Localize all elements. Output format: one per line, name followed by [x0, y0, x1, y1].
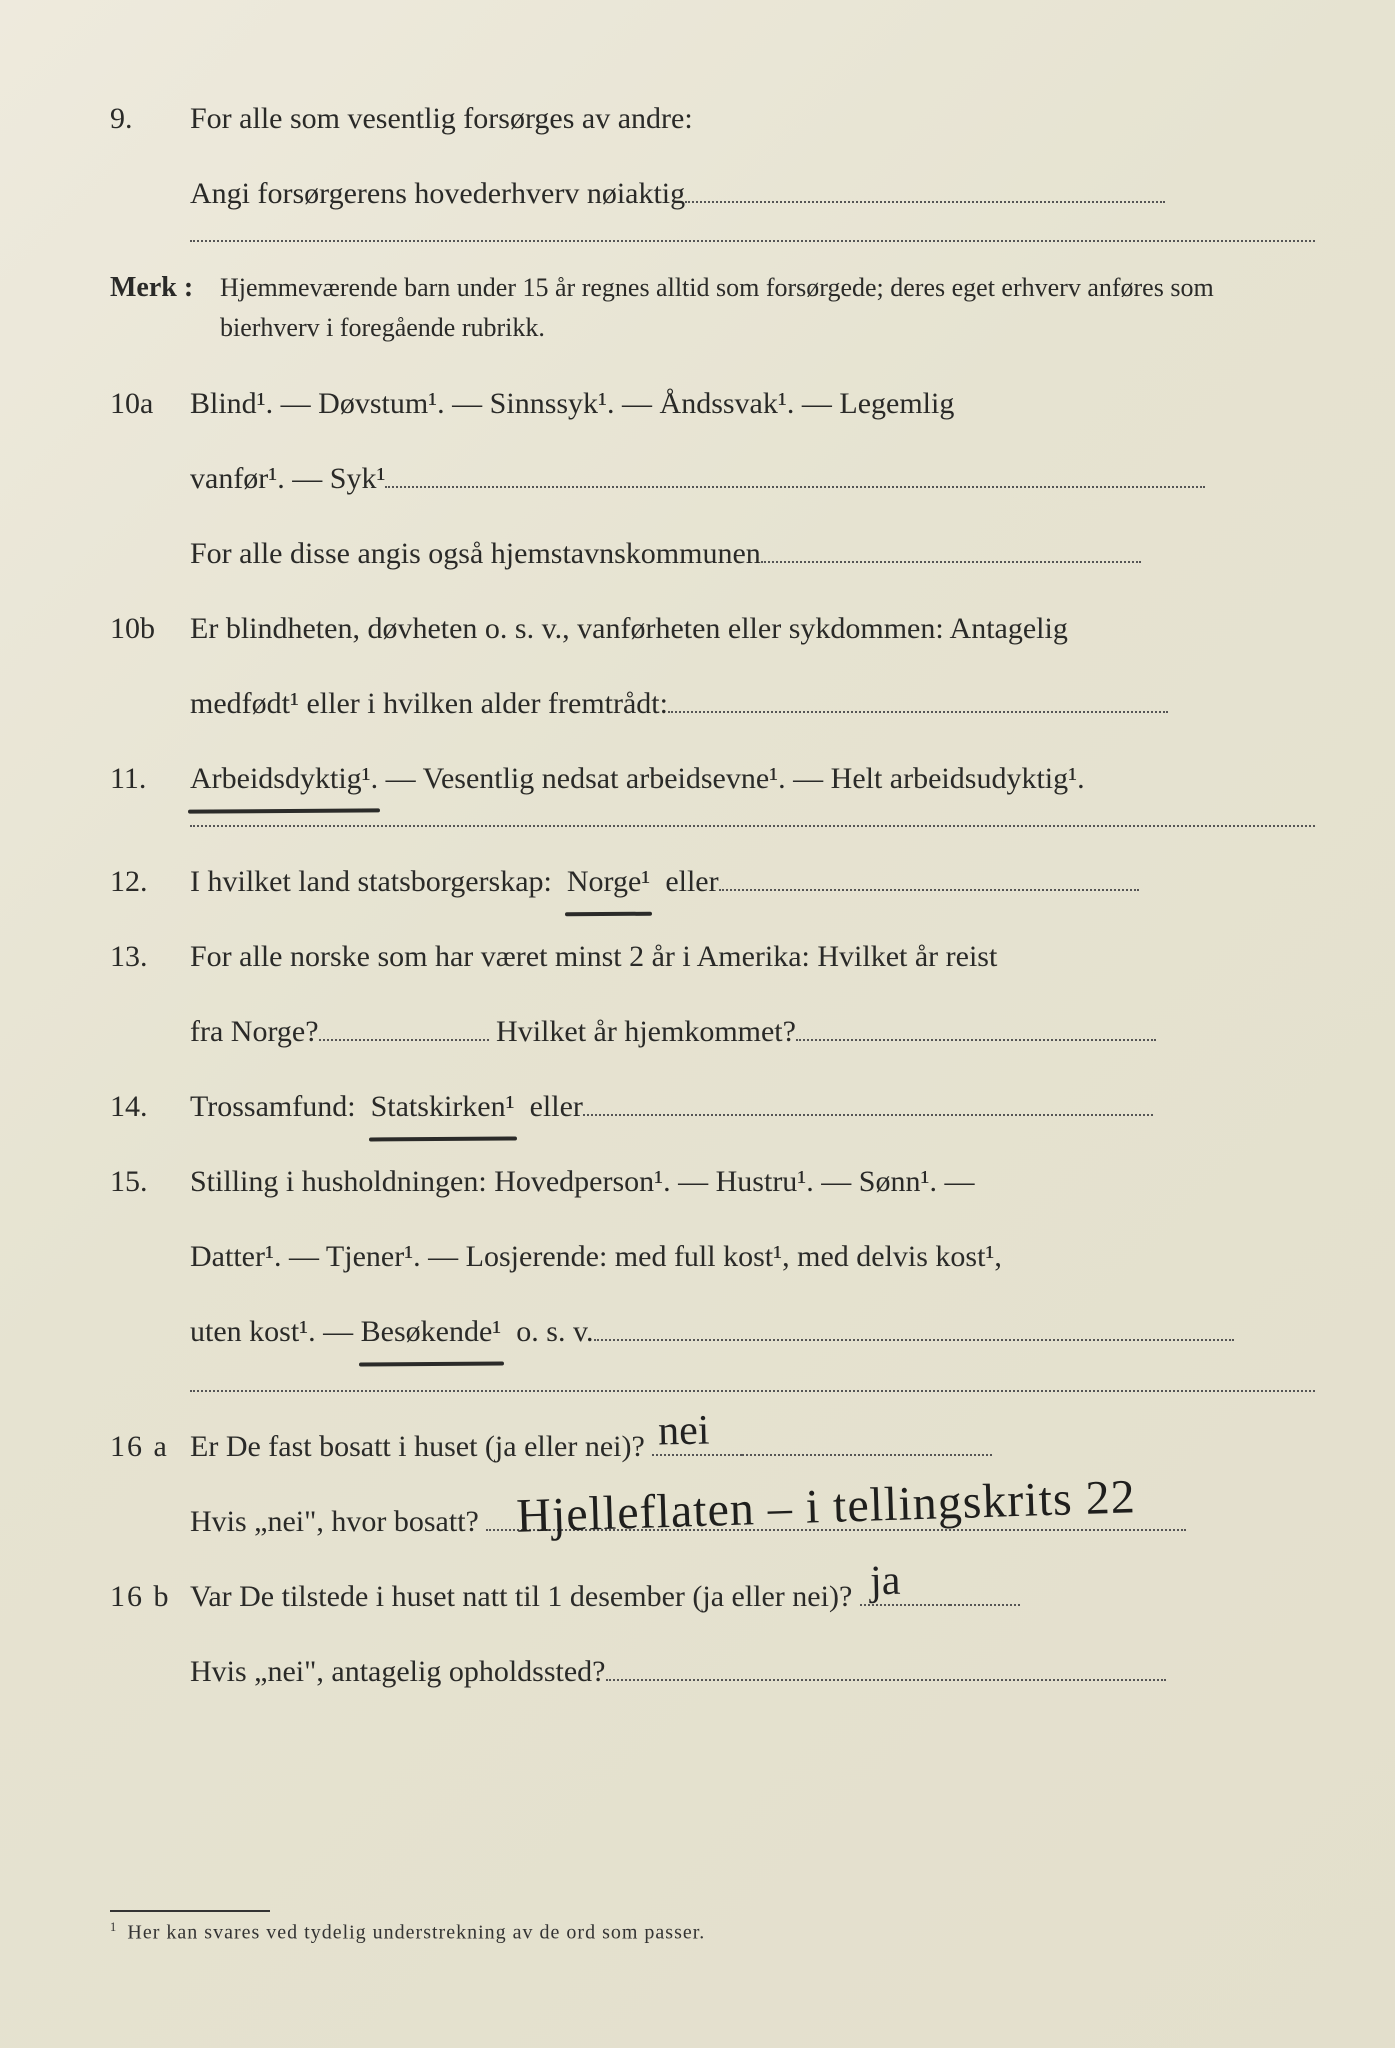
q16a-q2: Hvis „nei", hvor bosatt?: [190, 1505, 479, 1538]
census-form-page: 9. For alle som vesentlig forsørges av a…: [0, 0, 1395, 2048]
note-label: Merk :: [110, 272, 220, 304]
footnote: 1 Her kan svares ved tydelig understrekn…: [110, 1920, 1315, 1945]
q13-line1: For alle norske som har været minst 2 år…: [190, 928, 1315, 985]
q11-selected: Arbeidsdyktig¹.: [190, 750, 378, 807]
q16a-q1: Er De fast bosatt i huset (ja eller nei)…: [190, 1430, 645, 1463]
q15-line3: uten kost¹. — Besøkende¹ o. s. v.: [190, 1303, 1315, 1360]
q13-line2a: fra Norge?: [190, 1015, 319, 1048]
q16a-number: 16 a: [110, 1430, 190, 1464]
q10a-row: 10a Blind¹. — Døvstum¹. — Sinnssyk¹. — Å…: [110, 375, 1315, 432]
q15-line3a: uten kost¹. —: [190, 1315, 353, 1348]
q9-line2: Angi forsørgerens hovederhverv nøiaktig: [190, 165, 1315, 222]
q12-row: 12. I hvilket land statsborgerskap: Norg…: [110, 853, 1315, 910]
q15-fill: [594, 1307, 1234, 1341]
q12-text-b: eller: [665, 865, 718, 898]
q16b-ans1: ja: [869, 1542, 901, 1622]
q14-fill: [583, 1082, 1153, 1116]
q16a-ans2: Hjelleflaten – i tellingskrits 22: [515, 1451, 1137, 1562]
q9-line1: For alle som vesentlig forsørges av andr…: [190, 90, 1315, 147]
q10a-fill1: [385, 454, 1205, 488]
q14-opt: Statskirken¹: [371, 1090, 515, 1123]
q12-text-a: I hvilket land statsborgerskap:: [190, 865, 552, 898]
q11-mid: — Vesentlig nedsat arbeidsevne¹. — Helt …: [386, 762, 1085, 795]
q15-line2: Datter¹. — Tjener¹. — Losjerende: med fu…: [190, 1228, 1315, 1285]
q10a-number: 10a: [110, 387, 190, 421]
q11-body: Arbeidsdyktig¹. — Vesentlig nedsat arbei…: [190, 750, 1315, 807]
q16a-ans1-wrap: nei: [652, 1422, 742, 1456]
q14-row: 14. Trossamfund: Statskirken¹ eller: [110, 1078, 1315, 1135]
section-rule-2: [190, 825, 1315, 827]
q14-body: Trossamfund: Statskirken¹ eller: [190, 1078, 1315, 1135]
q15-line1: Stilling i husholdningen: Hovedperson¹. …: [190, 1153, 1315, 1210]
q10b-line1: Er blindheten, døvheten o. s. v., vanfør…: [190, 600, 1315, 657]
q12-body: I hvilket land statsborgerskap: Norge¹ e…: [190, 853, 1315, 910]
q16a-fill1b: [742, 1422, 992, 1456]
section-rule-3: [190, 1390, 1315, 1392]
q10a-line3-text: For alle disse angis også hjemstavnskomm…: [190, 537, 761, 570]
q11-row: 11. Arbeidsdyktig¹. — Vesentlig nedsat a…: [110, 750, 1315, 807]
footnote-marker: 1: [110, 1920, 117, 1934]
q16b-line2: Hvis „nei", antagelig opholdssted?: [190, 1643, 1315, 1700]
q16a-ans1: nei: [658, 1392, 711, 1473]
section-rule-1: [190, 240, 1315, 242]
q15-number: 15.: [110, 1165, 190, 1199]
q16b-ans1-wrap: ja: [860, 1572, 950, 1606]
q16a-ans2-wrap: Hjelleflaten – i tellingskrits 22: [486, 1497, 1186, 1531]
q16b-fill1b: [950, 1572, 1020, 1606]
q9-line2-text: Angi forsørgerens hovederhverv nøiaktig: [190, 177, 685, 210]
footnote-text: Her kan svares ved tydelig understreknin…: [127, 1921, 705, 1943]
q12-opt-norge: Norge¹: [567, 865, 650, 898]
q10b-fill: [668, 679, 1168, 713]
q10a-line2-text: vanfør¹. — Syk¹: [190, 462, 385, 495]
q14-number: 14.: [110, 1090, 190, 1124]
q10b-row: 10b Er blindheten, døvheten o. s. v., va…: [110, 600, 1315, 657]
q16b-q1: Var De tilstede i huset natt til 1 desem…: [190, 1580, 852, 1613]
q15-opt-besok: Besøkende¹: [361, 1315, 502, 1348]
q16b-number: 16 b: [110, 1580, 190, 1614]
note-row: Merk : Hjemmeværende barn under 15 år re…: [110, 268, 1315, 349]
q10a-line2: vanfør¹. — Syk¹: [190, 450, 1315, 507]
q16a-line2: Hvis „nei", hvor bosatt? Hjelleflaten – …: [190, 1493, 1315, 1550]
q13-line2b: Hvilket år hjemkommet?: [496, 1015, 796, 1048]
q13-fill2: [796, 1007, 1156, 1041]
q14-text-b: eller: [530, 1090, 583, 1123]
q12-selected: Norge¹: [567, 853, 650, 910]
q14-selected: Statskirken¹: [371, 1078, 515, 1135]
q12-fill: [719, 857, 1139, 891]
q9-row: 9. For alle som vesentlig forsørges av a…: [110, 90, 1315, 147]
q16b-body: Var De tilstede i huset natt til 1 desem…: [190, 1568, 1315, 1625]
q10b-number: 10b: [110, 612, 190, 646]
q16b-q2: Hvis „nei", antagelig opholdssted?: [190, 1655, 606, 1688]
q13-fill1: [319, 1007, 489, 1041]
q9-number: 9.: [110, 102, 190, 136]
footnote-rule: [110, 1910, 270, 1912]
q12-number: 12.: [110, 865, 190, 899]
q14-text-a: Trossamfund:: [190, 1090, 356, 1123]
q10a-line3: For alle disse angis også hjemstavnskomm…: [190, 525, 1315, 582]
q11-number: 11.: [110, 762, 190, 796]
q15-row: 15. Stilling i husholdningen: Hovedperso…: [110, 1153, 1315, 1210]
q10a-line1: Blind¹. — Døvstum¹. — Sinnssyk¹. — Åndss…: [190, 375, 1315, 432]
note-text: Hjemmeværende barn under 15 år regnes al…: [220, 268, 1315, 349]
q13-row: 13. For alle norske som har været minst …: [110, 928, 1315, 985]
q16b-row: 16 b Var De tilstede i huset natt til 1 …: [110, 1568, 1315, 1625]
q15-selected: Besøkende¹: [361, 1303, 502, 1360]
q11-opt1: Arbeidsdyktig¹.: [190, 762, 378, 795]
q10b-line2: medfødt¹ eller i hvilken alder fremtrådt…: [190, 675, 1315, 732]
q15-line3b: o. s. v.: [516, 1315, 593, 1348]
q13-line2: fra Norge? Hvilket år hjemkommet?: [190, 1003, 1315, 1060]
q13-number: 13.: [110, 940, 190, 974]
q10a-fill2: [761, 529, 1141, 563]
q10b-line2-text: medfødt¹ eller i hvilken alder fremtrådt…: [190, 687, 668, 720]
q9-fill: [685, 170, 1165, 204]
q16b-fill2: [606, 1647, 1166, 1681]
